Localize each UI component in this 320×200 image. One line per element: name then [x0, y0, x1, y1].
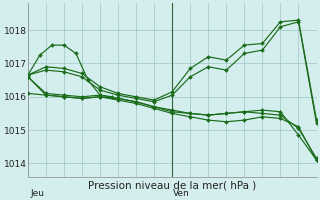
Text: Ven: Ven	[173, 189, 190, 198]
Text: Jeu: Jeu	[31, 189, 45, 198]
X-axis label: Pression niveau de la mer( hPa ): Pression niveau de la mer( hPa )	[88, 181, 256, 191]
